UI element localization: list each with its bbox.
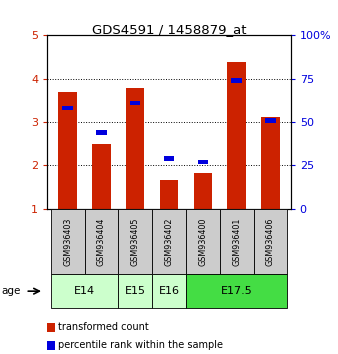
Bar (261, 117, 280, 209)
Bar (160, 180, 178, 209)
Bar (126, 88, 145, 209)
FancyBboxPatch shape (152, 209, 186, 274)
FancyBboxPatch shape (152, 274, 186, 308)
Text: GSM936401: GSM936401 (232, 217, 241, 266)
FancyBboxPatch shape (51, 209, 84, 274)
Bar (92, 144, 111, 209)
Text: GDS4591 / 1458879_at: GDS4591 / 1458879_at (92, 23, 246, 36)
FancyBboxPatch shape (51, 274, 118, 308)
Bar (63, 106, 73, 110)
Text: GSM936400: GSM936400 (198, 217, 207, 266)
FancyBboxPatch shape (186, 274, 287, 308)
FancyBboxPatch shape (118, 274, 152, 308)
FancyBboxPatch shape (220, 209, 254, 274)
Bar (265, 118, 275, 122)
Text: E17.5: E17.5 (221, 286, 252, 296)
Bar (130, 101, 140, 105)
Text: GSM936405: GSM936405 (131, 217, 140, 266)
Bar (164, 156, 174, 161)
Bar (193, 173, 212, 209)
Bar (198, 160, 208, 164)
Text: GSM936402: GSM936402 (165, 217, 173, 266)
Bar (47, 341, 55, 350)
FancyBboxPatch shape (84, 209, 118, 274)
FancyBboxPatch shape (254, 209, 287, 274)
Text: transformed count: transformed count (58, 322, 149, 332)
Text: GSM936403: GSM936403 (63, 217, 72, 266)
FancyBboxPatch shape (118, 209, 152, 274)
Bar (47, 323, 55, 332)
Bar (96, 130, 106, 135)
Bar (232, 78, 242, 83)
Text: E16: E16 (159, 286, 179, 296)
FancyBboxPatch shape (186, 209, 220, 274)
Text: E15: E15 (125, 286, 146, 296)
Text: E14: E14 (74, 286, 95, 296)
Bar (58, 92, 77, 209)
Text: percentile rank within the sample: percentile rank within the sample (58, 340, 223, 350)
Text: GSM936406: GSM936406 (266, 217, 275, 266)
Text: GSM936404: GSM936404 (97, 217, 106, 266)
Bar (227, 62, 246, 209)
Text: age: age (2, 286, 21, 296)
